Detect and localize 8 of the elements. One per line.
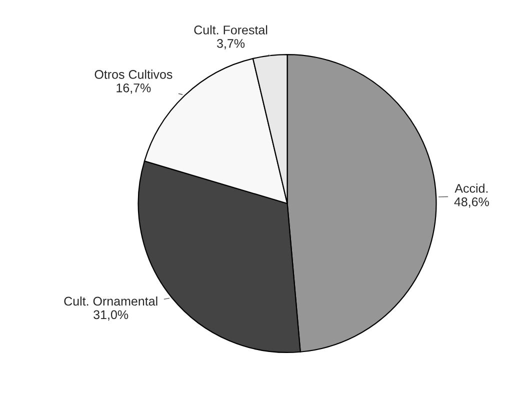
data-label: 31,0% xyxy=(94,310,128,321)
slice-label: Cult. Forestal xyxy=(194,25,268,34)
slice-label: Accid. xyxy=(454,184,488,193)
slice-label: Otros Cultivos xyxy=(94,70,172,79)
data-label: 3,7% xyxy=(217,39,245,50)
data-label: 48,6% xyxy=(454,197,489,208)
data-label: 16,7% xyxy=(116,83,151,94)
slice-label: Cult. Ornamental xyxy=(64,296,158,306)
